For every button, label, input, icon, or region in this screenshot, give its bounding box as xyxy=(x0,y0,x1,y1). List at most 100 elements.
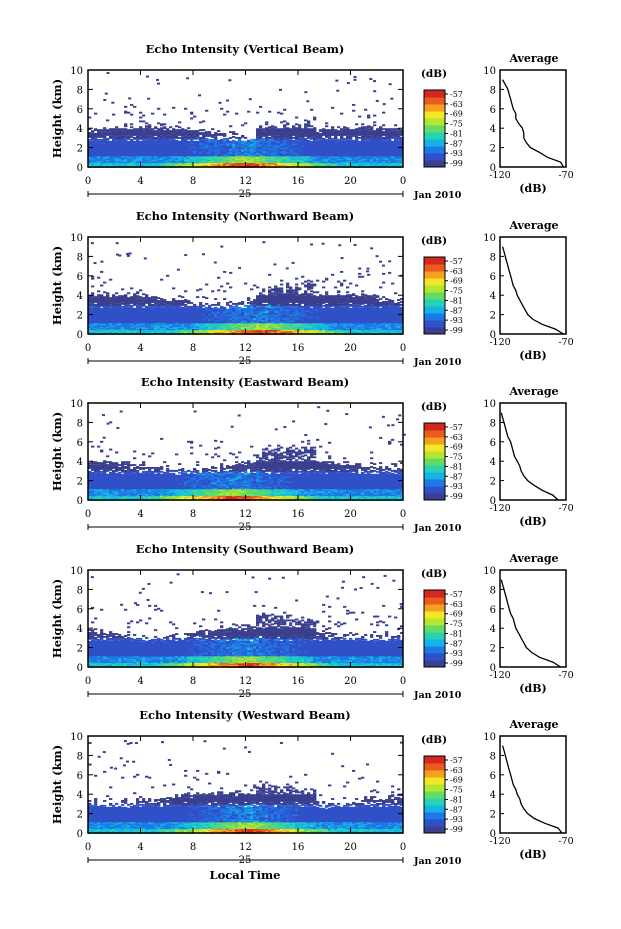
average-y-tick-label: 0 xyxy=(490,829,496,840)
colorbar-swatch xyxy=(424,465,445,473)
colorbar-unit: (dB) xyxy=(421,734,447,746)
date-month: Jan 2010 xyxy=(413,856,462,867)
y-tick-label: 4 xyxy=(77,457,83,468)
date-month: Jan 2010 xyxy=(413,690,462,701)
average-y-tick-label: 8 xyxy=(490,585,496,596)
y-tick-label: 2 xyxy=(77,810,83,821)
x-tick-label: 0 xyxy=(400,509,406,520)
colorbar-tick-label: -87 xyxy=(450,139,463,148)
colorbar-swatch xyxy=(424,125,445,133)
average-y-tick-label: 4 xyxy=(490,291,496,302)
panel-title: Echo Intensity (Northward Beam) xyxy=(136,209,354,223)
colorbar-tick-label: -75 xyxy=(450,786,463,795)
average-y-tick-label: 2 xyxy=(490,144,496,155)
x-tick-label: 16 xyxy=(292,509,305,520)
colorbar-swatch xyxy=(424,770,445,778)
y-tick-label: 0 xyxy=(77,163,83,174)
y-tick-label: 4 xyxy=(77,124,83,135)
x-tick-label: 12 xyxy=(239,509,252,520)
panel-2: Echo Intensity (Northward Beam) 0 2 4 6 8 10 0 4… xyxy=(50,209,574,368)
colorbar-swatch xyxy=(424,632,445,640)
x-tick-label: 20 xyxy=(344,842,357,853)
colorbar-swatch xyxy=(424,493,445,501)
colorbar-tick-label: -69 xyxy=(450,610,463,619)
echo-heatmap xyxy=(88,406,406,501)
colorbar-swatch xyxy=(424,423,445,431)
date-day: 25 xyxy=(239,689,252,700)
average-x-tick-label: -70 xyxy=(558,670,573,681)
x-tick-label: 0 xyxy=(85,343,91,354)
average-y-tick-label: 2 xyxy=(490,810,496,821)
colorbar-frame xyxy=(423,422,446,501)
average-y-tick-label: 10 xyxy=(483,399,496,410)
colorbar-tick-label: -75 xyxy=(450,287,463,296)
average-y-tick-label: 6 xyxy=(490,771,496,782)
echo-heatmap xyxy=(88,71,404,168)
y-tick-label: 0 xyxy=(77,330,83,341)
y-tick-label: 8 xyxy=(77,585,83,596)
y-tick-label: 10 xyxy=(70,399,83,410)
average-x-tick-label: -70 xyxy=(558,836,573,847)
colorbar-swatch xyxy=(424,278,445,286)
colorbar-swatch xyxy=(424,479,445,487)
colorbar-swatch xyxy=(424,146,445,154)
colorbar-tick-label: -75 xyxy=(450,120,463,129)
x-tick-label: 20 xyxy=(344,509,357,520)
y-axis-label: Height (km) xyxy=(50,246,64,325)
y-tick-label: 0 xyxy=(77,829,83,840)
colorbar-tick-label: -69 xyxy=(450,277,463,286)
colorbar-tick-label: -81 xyxy=(450,462,463,471)
average-y-tick-label: 2 xyxy=(490,644,496,655)
average-frame xyxy=(499,735,567,834)
x-tick-label: 8 xyxy=(190,509,196,520)
x-tick-label: 8 xyxy=(190,676,196,687)
x-tick-label: 8 xyxy=(190,343,196,354)
y-tick-label: 4 xyxy=(77,790,83,801)
average-frame xyxy=(499,236,567,335)
x-tick-label: 0 xyxy=(400,842,406,853)
colorbar-frame xyxy=(423,256,446,335)
date-month: Jan 2010 xyxy=(413,357,462,368)
colorbar-tick-label: -87 xyxy=(450,472,463,481)
average-frame xyxy=(499,69,567,168)
colorbar-tick-label: -63 xyxy=(450,766,463,775)
average-profile-line xyxy=(500,412,559,501)
colorbar-swatch xyxy=(424,320,445,328)
y-tick-label: 10 xyxy=(70,566,83,577)
average-y-tick-label: 10 xyxy=(483,66,496,77)
average-x-tick-label: -120 xyxy=(489,836,510,847)
average-x-tick-label: -120 xyxy=(489,170,510,181)
colorbar-swatch xyxy=(424,486,445,494)
average-y-tick-label: 10 xyxy=(483,233,496,244)
colorbar-tick-label: -57 xyxy=(450,257,463,266)
colorbar-swatch xyxy=(424,327,445,335)
colorbar-tick-label: -69 xyxy=(450,443,463,452)
x-tick-label: 20 xyxy=(344,676,357,687)
colorbar-swatch xyxy=(424,805,445,813)
average-y-tick-label: 0 xyxy=(490,330,496,341)
average-y-tick-label: 8 xyxy=(490,418,496,429)
colorbar-swatch xyxy=(424,111,445,119)
y-tick-label: 4 xyxy=(77,624,83,635)
colorbar-swatch xyxy=(424,798,445,806)
colorbar-swatch xyxy=(424,299,445,307)
colorbar-tick-label: -93 xyxy=(450,649,463,658)
colorbar-swatch xyxy=(424,660,445,668)
colorbar-tick-label: -99 xyxy=(450,159,463,168)
average-x-label: (dB) xyxy=(519,515,546,528)
panel-5: Echo Intensity (Westward Beam) 0 2 4 6 8 10 0 4 8… xyxy=(50,708,574,867)
panel-title: Echo Intensity (Westward Beam) xyxy=(139,708,350,722)
average-title: Average xyxy=(508,52,558,65)
colorbar-swatch xyxy=(424,618,445,626)
colorbar-tick-label: -81 xyxy=(450,629,463,638)
colorbar-swatch xyxy=(424,444,445,452)
average-x-label: (dB) xyxy=(519,349,546,362)
average-y-tick-label: 0 xyxy=(490,163,496,174)
y-tick-label: 2 xyxy=(77,477,83,488)
average-y-tick-label: 10 xyxy=(483,566,496,577)
colorbar-unit: (dB) xyxy=(421,568,447,580)
average-profile-line xyxy=(501,745,563,834)
colorbar-tick-label: -99 xyxy=(450,326,463,335)
colorbar-tick-label: -99 xyxy=(450,659,463,668)
colorbar-swatch xyxy=(424,153,445,161)
